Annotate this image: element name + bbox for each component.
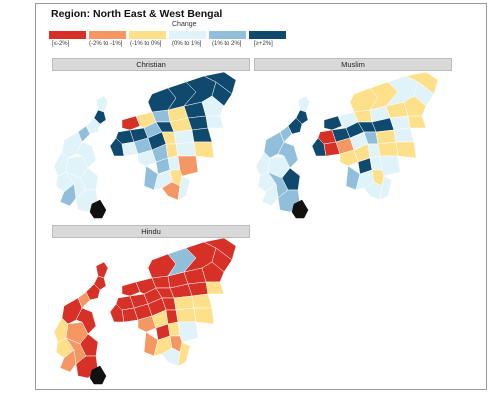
mn25 (393, 127, 415, 143)
hn30 (193, 307, 215, 325)
map-muslim (255, 72, 439, 219)
muslim-west-bengal (255, 95, 311, 219)
hindu-west-bengal (53, 261, 109, 385)
panel-strip-muslim: Muslim (254, 58, 452, 71)
mw11 (281, 167, 301, 191)
cn25 (191, 127, 213, 143)
christian-west-bengal (53, 95, 109, 219)
hn19 (109, 303, 125, 323)
mn18 (407, 115, 427, 129)
cw11 (79, 167, 99, 191)
hn24 (173, 295, 195, 311)
mn19 (311, 137, 327, 157)
mn30 (395, 141, 417, 159)
mn24 (375, 129, 397, 145)
cn1 (121, 115, 141, 131)
panel-strip-christian: Christian (52, 58, 250, 71)
map-christian (53, 72, 237, 219)
legend-title: Change (172, 21, 197, 28)
mn9 (405, 72, 439, 95)
mn38 (379, 175, 393, 201)
cn33 (177, 155, 199, 177)
cn26 (137, 149, 157, 167)
legend-swatch-2 (89, 31, 126, 39)
hn1 (121, 281, 141, 297)
sundarbans-hindu (89, 365, 107, 385)
legend-label-4: (0% to 1%] (172, 41, 202, 47)
figure-title: Region: North East & West Bengal (51, 8, 223, 20)
hn9 (203, 238, 237, 261)
legend-label-6: [≥+2%] (254, 41, 273, 47)
hn37 (161, 347, 181, 367)
cn24 (173, 129, 195, 145)
cn30 (193, 141, 215, 159)
cw2 (93, 109, 107, 125)
cn37 (161, 181, 181, 201)
cw12 (59, 183, 77, 207)
legend-label-2: (-2% to -1%] (89, 41, 123, 47)
mw12 (261, 183, 279, 207)
hw3 (85, 283, 101, 301)
cn38 (177, 175, 191, 201)
cn19 (109, 137, 125, 157)
hw11 (79, 333, 99, 357)
hw2 (93, 275, 107, 291)
hn26 (137, 315, 157, 333)
mw3 (287, 117, 303, 135)
cn29 (175, 141, 197, 157)
hn33 (177, 321, 199, 343)
hn29 (175, 307, 197, 323)
sundarbans-christian (89, 199, 107, 219)
panel-strip-hindu: Hindu (52, 225, 250, 238)
hn11 (201, 261, 225, 283)
cw1 (95, 95, 109, 113)
legend: [≤-2%] (-2% to -1%] (-1% to 0%] (0% to 1… (49, 31, 289, 51)
legend-label-3: (-1% to 0%] (130, 41, 162, 47)
hw12 (59, 349, 77, 373)
cn11 (201, 95, 225, 117)
mn26 (339, 149, 359, 167)
christian-north-east (109, 72, 237, 201)
cw3 (85, 117, 101, 135)
mn11 (403, 95, 427, 117)
legend-swatch-6 (249, 31, 286, 39)
hw1 (95, 261, 109, 279)
mn33 (379, 155, 401, 177)
legend-swatch-5 (209, 31, 246, 39)
map-hindu (53, 238, 237, 385)
legend-label-5: (1% to 2%] (212, 41, 242, 47)
legend-label-1: [≤-2%] (52, 41, 70, 47)
cn18 (205, 115, 225, 129)
legend-swatch-4 (169, 31, 206, 39)
hn38 (177, 341, 191, 367)
mn37 (363, 181, 383, 201)
legend-swatch-3 (129, 31, 166, 39)
sundarbans-muslim (291, 199, 309, 219)
legend-swatch-1 (49, 31, 86, 39)
hn18 (205, 281, 225, 295)
mw2 (295, 109, 309, 125)
mn29 (377, 141, 399, 157)
hn25 (191, 293, 213, 309)
mw1 (297, 95, 311, 113)
cn9 (203, 72, 237, 95)
muslim-north-east (311, 72, 439, 201)
hindu-north-east (109, 238, 237, 367)
mn1 (323, 115, 343, 131)
